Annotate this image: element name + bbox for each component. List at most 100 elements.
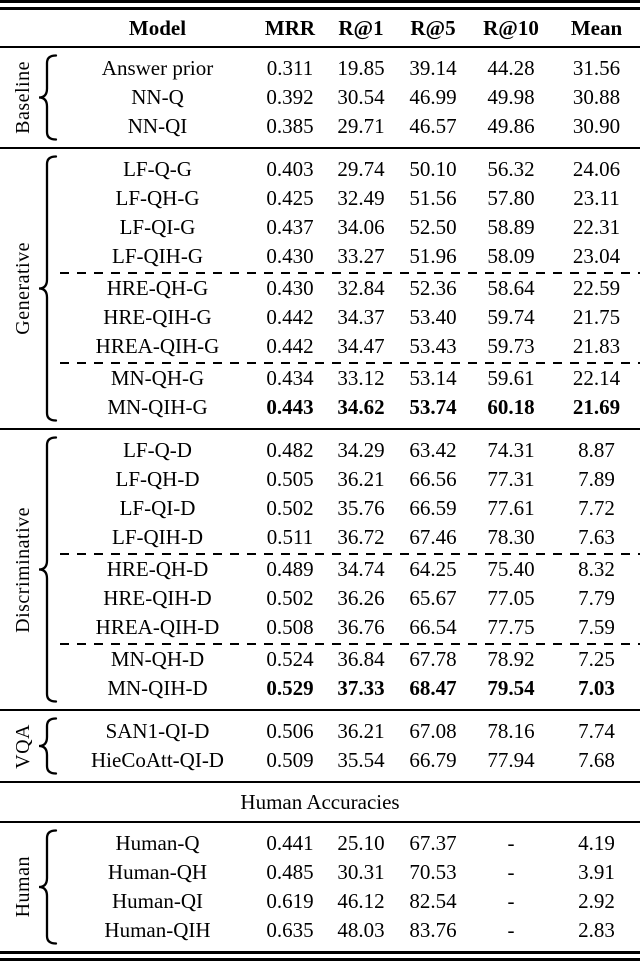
metric-cell-r-1: 34.29 (337, 438, 385, 462)
metric-cell-r-5: 53.14 (409, 366, 457, 390)
model-cell: LF-QH-D (115, 467, 200, 491)
model-cell: Human-QIH (104, 918, 211, 942)
table-row: Human-QH 0.485 30.31 70.53 - 3.91 (60, 858, 640, 887)
model-cell: MN-QH-G (110, 366, 205, 390)
metric-cell-mrr: 0.509 (266, 748, 314, 772)
metric-cell-mean: 8.32 (578, 557, 615, 581)
model-cell: SAN1-QI-D (105, 719, 210, 743)
metric-cell-r-5: 82.54 (409, 889, 457, 913)
metric-cell-r-10: 57.80 (487, 186, 535, 210)
metric-cell-mean: 24.06 (572, 157, 621, 181)
metric-cell-r-1: 35.76 (337, 496, 385, 520)
metric-cell-r-1: 30.54 (337, 85, 385, 109)
metric-cell-mrr: 0.489 (266, 557, 314, 581)
curly-brace-icon (38, 155, 58, 422)
section-baseline: Baseline Answer prior 0.311 19.85 39.14 44.28… (0, 48, 640, 147)
model-cell: Human-Q (115, 831, 200, 855)
group-label-cell: Human (0, 829, 60, 945)
metric-cell-mrr: 0.635 (266, 918, 314, 942)
section-vqa: VQA SAN1-QI-D 0.506 36.21 67.08 78.16 7.74 HieC… (0, 711, 640, 781)
metric-cell-mean: 2.83 (578, 918, 615, 942)
metric-cell-mrr: 0.482 (266, 438, 314, 462)
table-row: LF-QI-G 0.437 34.06 52.50 58.89 22.31 (60, 213, 640, 242)
brace-wrap (36, 717, 60, 775)
table-row: LF-Q-G 0.403 29.74 50.10 56.32 24.06 (60, 155, 640, 184)
table-row: MN-QIH-D 0.529 37.33 68.47 79.54 7.03 (60, 674, 640, 703)
metric-cell-r-5: 67.37 (409, 831, 457, 855)
model-cell: LF-QH-G (115, 186, 200, 210)
metric-cell-r-10: 77.75 (487, 615, 535, 639)
metric-cell-r-10: 59.61 (487, 366, 535, 390)
metric-cell-r-1: 19.85 (337, 56, 385, 80)
model-cell: LF-QIH-G (112, 244, 203, 268)
metric-cell-r-1: 46.12 (337, 889, 385, 913)
metric-cell-mrr: 0.392 (266, 85, 314, 109)
metric-cell-mean: 22.31 (572, 215, 621, 239)
section-generative: Generative LF-Q-G 0.403 29.74 50.10 56.32 24.0… (0, 149, 640, 428)
metric-cell-mrr: 0.511 (266, 525, 314, 549)
metric-cell-r-10: 75.40 (487, 557, 535, 581)
section-rows: LF-Q-D 0.482 34.29 63.42 74.31 8.87 LF-QH-D 0.5… (60, 436, 640, 703)
metric-cell-mean: 23.04 (572, 244, 621, 268)
section-rule (0, 147, 640, 149)
column-header-r-5: R@5 (410, 15, 456, 40)
dashed-separator (60, 553, 640, 555)
table-body: Baseline Answer prior 0.311 19.85 39.14 44.28… (0, 48, 640, 951)
table-row: LF-QH-G 0.425 32.49 51.56 57.80 23.11 (60, 184, 640, 213)
metric-cell-mrr: 0.502 (266, 496, 314, 520)
metric-cell-r-1: 29.74 (337, 157, 385, 181)
metric-cell-r-1: 35.54 (337, 748, 385, 772)
metric-cell-mean: 23.11 (573, 186, 620, 210)
metric-cell-r-1: 37.33 (337, 676, 385, 700)
metric-cell-mean: 7.89 (578, 467, 615, 491)
metric-cell-r-5: 46.57 (409, 114, 457, 138)
brace-wrap (36, 155, 60, 422)
metric-cell-r-5: 51.56 (409, 186, 457, 210)
group-label-generative: Generative (12, 242, 34, 335)
metric-cell-mean: 21.69 (572, 395, 621, 419)
section-rows: SAN1-QI-D 0.506 36.21 67.08 78.16 7.74 HieCoAt… (60, 717, 640, 775)
metric-cell-r-1: 36.84 (337, 647, 385, 671)
table-row: NN-Q 0.392 30.54 46.99 49.98 30.88 (60, 83, 640, 112)
metric-cell-r-10: - (507, 860, 515, 884)
metric-cell-mrr: 0.430 (266, 244, 314, 268)
dashed-separator (60, 643, 640, 645)
metric-cell-r-1: 33.12 (337, 366, 385, 390)
metric-cell-mean: 7.79 (578, 586, 615, 610)
metric-cell-r-1: 34.47 (337, 334, 385, 358)
metric-cell-r-10: 58.64 (487, 276, 535, 300)
metric-cell-mrr: 0.505 (266, 467, 314, 491)
metric-cell-r-1: 34.74 (337, 557, 385, 581)
metric-cell-r-1: 34.37 (337, 305, 385, 329)
table-row: LF-QIH-G 0.430 33.27 51.96 58.09 23.04 (60, 242, 640, 271)
metric-cell-mean: 7.74 (578, 719, 615, 743)
section-rule (0, 428, 640, 430)
brace-wrap (36, 436, 60, 703)
header-rule (0, 46, 640, 48)
metric-cell-r-5: 70.53 (409, 860, 457, 884)
metric-cell-r-1: 36.76 (337, 615, 385, 639)
metric-cell-r-5: 65.67 (409, 586, 457, 610)
section-rows: Human-Q 0.441 25.10 67.37 - 4.19 Human-QH 0.485… (60, 829, 640, 945)
metric-cell-mean: 3.91 (578, 860, 615, 884)
metric-cell-r-10: 77.94 (487, 748, 535, 772)
dashed-separator (60, 272, 640, 274)
metric-cell-r-5: 53.74 (409, 395, 457, 419)
metric-cell-mrr: 0.442 (266, 305, 314, 329)
table-row: NN-QI 0.385 29.71 46.57 49.86 30.90 (60, 112, 640, 141)
metric-cell-mrr: 0.385 (266, 114, 314, 138)
metric-cell-mean: 30.88 (572, 85, 621, 109)
model-cell: LF-Q-G (123, 157, 192, 181)
metric-cell-mrr: 0.502 (266, 586, 314, 610)
metric-cell-mrr: 0.443 (266, 395, 314, 419)
metric-cell-mean: 7.63 (578, 525, 615, 549)
section-human: Human Human-Q 0.441 25.10 67.37 - 4.19 Human-QH… (0, 823, 640, 951)
metric-cell-r-10: 60.18 (487, 395, 535, 419)
metric-cell-mrr: 0.430 (266, 276, 314, 300)
table-row: HREA-QIH-D 0.508 36.76 66.54 77.75 7.59 (60, 613, 640, 642)
metric-cell-r-10: 74.31 (487, 438, 535, 462)
metric-cell-mean: 8.87 (578, 438, 615, 462)
metric-cell-r-5: 66.54 (409, 615, 457, 639)
metric-cell-r-10: 77.05 (487, 586, 535, 610)
